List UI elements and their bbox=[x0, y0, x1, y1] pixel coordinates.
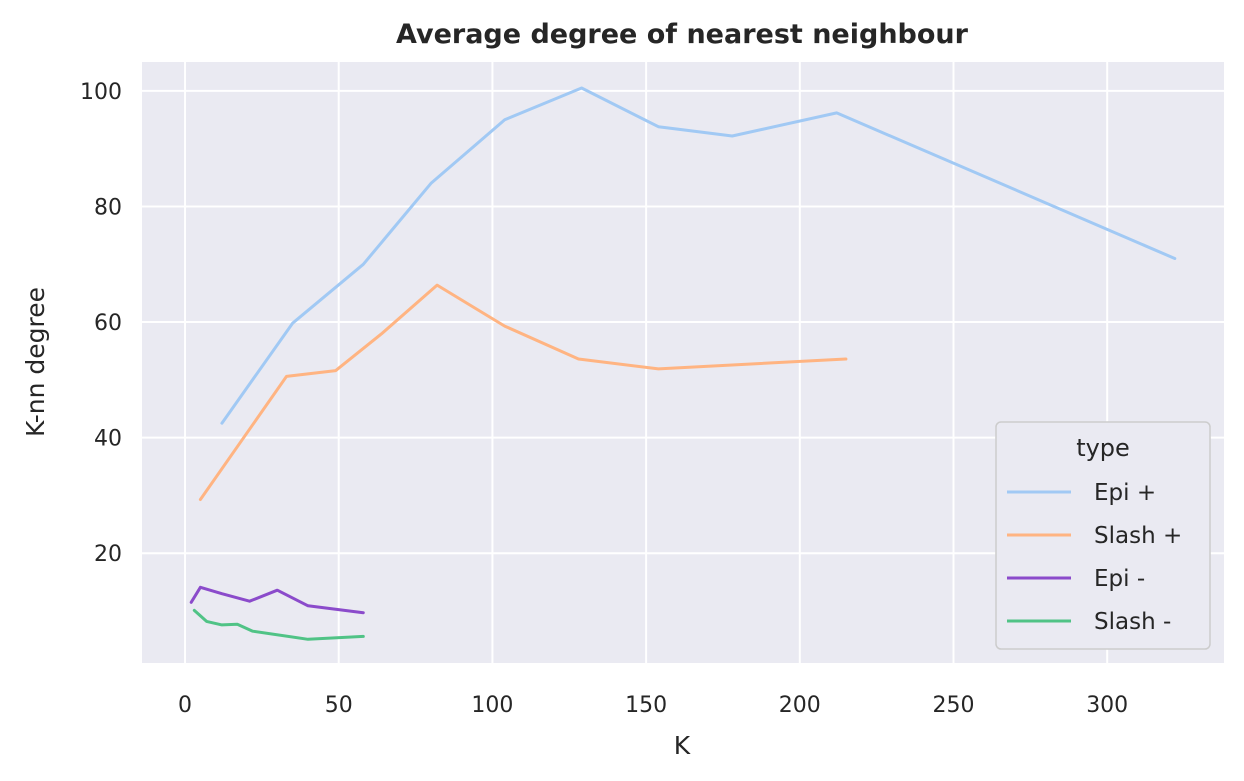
legend-items: Epi + Slash + Epi - Slash - bbox=[1007, 480, 1182, 635]
x-tick-label: 50 bbox=[325, 693, 353, 718]
legend-label-epi-minus: Epi - bbox=[1094, 566, 1145, 592]
legend-label-epi-plus: Epi + bbox=[1094, 480, 1156, 506]
y-tick-label: 80 bbox=[94, 195, 122, 220]
x-tick-label: 300 bbox=[1086, 693, 1128, 718]
y-axis-ticks: 20 40 60 80 100 bbox=[80, 80, 122, 567]
y-axis-label: K-nn degree bbox=[21, 287, 50, 437]
y-tick-label: 100 bbox=[80, 80, 122, 105]
x-axis-label: K bbox=[674, 731, 691, 760]
x-tick-label: 200 bbox=[779, 693, 821, 718]
legend-label-slash-minus: Slash - bbox=[1094, 609, 1171, 635]
grid bbox=[142, 62, 1224, 663]
chart-title: Average degree of nearest neighbour bbox=[396, 19, 969, 50]
y-tick-label: 40 bbox=[94, 427, 122, 452]
legend-box bbox=[995, 421, 1211, 650]
x-tick-label: 0 bbox=[178, 693, 192, 718]
y-tick-label: 60 bbox=[94, 311, 122, 336]
x-tick-label: 150 bbox=[625, 693, 667, 718]
series-line-epi-plus bbox=[220, 86, 1177, 425]
series-line-epi-minus bbox=[189, 585, 365, 615]
x-tick-label: 100 bbox=[471, 693, 513, 718]
series-line-slash-plus bbox=[198, 283, 848, 501]
series-lines bbox=[189, 86, 1177, 641]
legend: type Epi + Slash + Epi - Slash - bbox=[995, 421, 1211, 650]
legend-title: type bbox=[1076, 434, 1130, 462]
x-axis-ticks: 0 50 100 150 200 250 300 bbox=[178, 693, 1128, 718]
series-line-slash-minus bbox=[192, 608, 365, 641]
y-tick-label: 20 bbox=[94, 542, 122, 567]
legend-label-slash-plus: Slash + bbox=[1094, 523, 1182, 549]
x-tick-label: 250 bbox=[933, 693, 975, 718]
